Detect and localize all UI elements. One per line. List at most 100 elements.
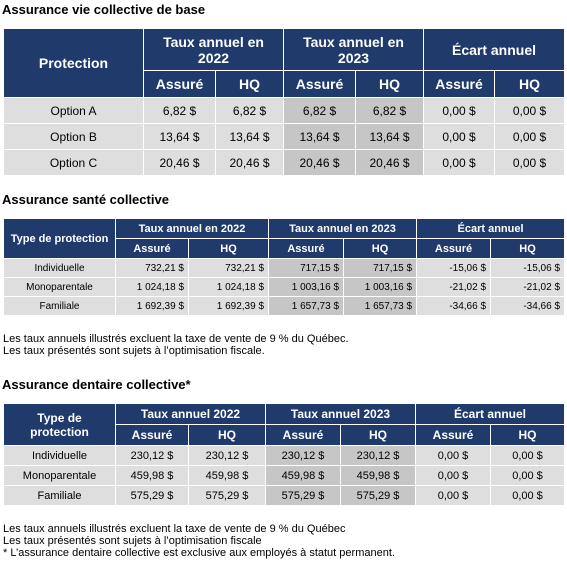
rate-cell: 230,12 $ (265, 445, 341, 466)
data-row: Option C 20,46 $20,46 $20,46 $20,46 $0,00… (3, 149, 565, 176)
row-label: Option A (3, 97, 144, 124)
section: Assurance vie collective de base Protecti… (2, 1, 565, 176)
notes: Les taux annuels illustrés excluent la t… (3, 333, 564, 357)
rate-cell: 20,46 $ (283, 149, 356, 176)
subheader: Assuré (283, 70, 356, 98)
rate-cell: 6,82 $ (355, 97, 424, 124)
data-row: Familiale 1 692,39 $1 692,39 $1 657,73 $1… (3, 296, 566, 316)
header-row: Protection Taux annuel en 2022 Taux annuel… (3, 28, 565, 98)
subheader-row: Assuré HQ Assuré HQ Assuré HQ (4, 424, 565, 446)
section: Assurance dentaire collective* Type de pr… (2, 376, 565, 559)
rate-cell: 0,00 $ (423, 149, 495, 176)
subheader: Assuré (268, 238, 345, 259)
rate-cell: 13,64 $ (355, 123, 424, 150)
rate-cell: 230,12 $ (115, 445, 189, 466)
group-header: Taux annuel en 2023 (283, 28, 424, 71)
rate-cell: 717,15 $ (268, 258, 345, 278)
group-header: Écart annuel (416, 218, 566, 239)
note: Les taux présentés sont sujets à l’optim… (3, 535, 262, 547)
subheader: HQ (490, 424, 565, 446)
subheader: HQ (355, 70, 424, 98)
subheader: HQ (188, 424, 266, 446)
rate-cell: 0,00 $ (490, 485, 565, 506)
rate-cell: 1 003,16 $ (268, 277, 345, 297)
group-header: Taux annuel 2023 (265, 403, 416, 425)
rate-cell: 13,64 $ (143, 123, 216, 150)
rate-cell: -34,66 $ (490, 296, 566, 316)
rate-cell: 0,00 $ (423, 123, 495, 150)
note: * L’assurance dentaire collective est ex… (3, 547, 395, 559)
section: Assurance santé collective Type de protec… (2, 191, 566, 357)
group-header: Taux annuel en 2022 (114, 218, 270, 239)
header-cell: Type de protection (3, 218, 116, 259)
rate-cell: 575,29 $ (340, 485, 416, 506)
rate-cell: 6,82 $ (143, 97, 216, 124)
rate-cell: 20,46 $ (215, 149, 284, 176)
rate-cell: -21,02 $ (490, 277, 566, 297)
subheader: Assuré (423, 70, 495, 98)
header-row: Type de protection Taux annuel 2022 Taux a… (3, 403, 565, 446)
header-cell: Type de protection (3, 403, 116, 446)
subheader-row: Assuré HQ Assuré HQ Assuré HQ (4, 238, 566, 259)
header-row: Type de protection Taux annuel en 2022 Tau… (3, 218, 566, 259)
rate-cell: 0,00 $ (494, 149, 565, 176)
subheader: Assuré (115, 238, 189, 259)
rate-cell: 575,29 $ (115, 485, 189, 506)
rate-cell: 0,00 $ (494, 97, 565, 124)
notes: Les taux annuels illustrés excluent la t… (3, 523, 564, 559)
group-header: Taux annuel en 2023 (268, 218, 418, 239)
rate-cell: -21,02 $ (416, 277, 492, 297)
rate-cell: 732,21 $ (187, 258, 270, 278)
rate-cell: 459,98 $ (340, 465, 416, 486)
data-row: Option A 6,82 $6,82 $6,82 $6,82 $0,00 $0,… (3, 97, 565, 124)
rate-cell: 1 692,39 $ (187, 296, 270, 316)
rate-cell: 0,00 $ (415, 445, 491, 466)
rate-cell: 717,15 $ (343, 258, 418, 278)
row-label: Monoparentale (3, 465, 116, 486)
rate-cell: 0,00 $ (423, 97, 495, 124)
subheader: HQ (494, 70, 565, 98)
row-label: Monoparentale (3, 277, 116, 297)
data-row: Individuelle 230,12 $230,12 $230,12 $230,… (3, 445, 565, 466)
data-row: Monoparentale 1 024,18 $1 024,18 $1 003,1… (3, 277, 566, 297)
section-title: Assurance santé collective (2, 192, 169, 207)
rate-cell: 13,64 $ (215, 123, 284, 150)
rate-cell: 6,82 $ (283, 97, 356, 124)
rate-cell: 459,98 $ (115, 465, 189, 486)
group-header: Taux annuel 2022 (115, 403, 266, 425)
row-label: Familiale (3, 485, 116, 506)
row-label: Familiale (3, 296, 116, 316)
rate-cell: 230,12 $ (188, 445, 266, 466)
subheader: Assuré (115, 424, 189, 446)
row-label: Individuelle (3, 258, 116, 278)
subheader: HQ (343, 238, 418, 259)
section-title: Assurance dentaire collective* (2, 377, 191, 392)
note: Les taux annuels illustrés excluent la t… (3, 333, 349, 345)
subheader: HQ (215, 70, 284, 98)
rate-cell: 230,12 $ (340, 445, 416, 466)
subheader: Assuré (265, 424, 341, 446)
subheader: HQ (187, 238, 270, 259)
rate-cell: 0,00 $ (490, 465, 565, 486)
rate-cell: 0,00 $ (490, 445, 565, 466)
group-header: Écart annuel (415, 403, 565, 425)
rate-cell: 0,00 $ (415, 485, 491, 506)
rate-cell: 1 024,18 $ (115, 277, 189, 297)
row-label: Individuelle (3, 445, 116, 466)
data-row: Option B 13,64 $13,64 $13,64 $13,64 $0,00… (3, 123, 565, 150)
subheader: Assuré (416, 238, 492, 259)
rate-cell: 0,00 $ (494, 123, 565, 150)
rate-cell: 1 657,73 $ (268, 296, 345, 316)
subheader: HQ (340, 424, 416, 446)
subheader: HQ (490, 238, 566, 259)
subheader: Assuré (415, 424, 491, 446)
rate-cell: 20,46 $ (143, 149, 216, 176)
data-row: Familiale 575,29 $575,29 $575,29 $575,29 … (3, 485, 565, 506)
rate-cell: 732,21 $ (115, 258, 189, 278)
rate-cell: 1 657,73 $ (343, 296, 418, 316)
note: Les taux annuels illustrés excluent la t… (3, 523, 346, 535)
row-label: Option C (3, 149, 144, 176)
rate-cell: 575,29 $ (265, 485, 341, 506)
subheader: Assuré (143, 70, 216, 98)
